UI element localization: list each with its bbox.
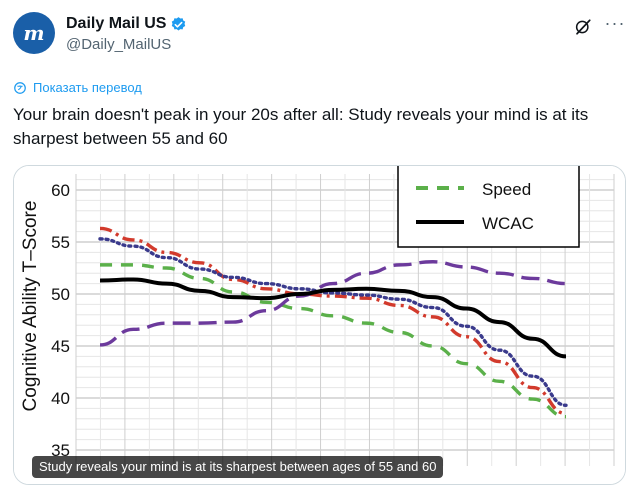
display-name-row[interactable]: Daily Mail US [66,14,187,34]
y-tick-label: 60 [51,181,70,200]
verified-badge-icon [172,16,186,31]
chart: 35 40 45 50 55 60 Cognitive Ability T–Score S… [14,166,625,484]
account-handle[interactable]: @Daily_MailUS [66,36,172,53]
translate-link[interactable]: Показать перевод [13,80,142,95]
y-tick-label: 50 [51,285,70,304]
avatar[interactable]: m [13,12,55,54]
y-axis-label: Cognitive Ability T–Score [20,201,41,412]
series-line-unlabeled-2 [99,226,567,416]
y-tick-labels: 35 40 45 50 55 60 [51,181,70,460]
series-line-unlabeled-3 [98,237,568,407]
display-name[interactable]: Daily Mail US [66,15,167,32]
tweet-text: Your brain doesn't peak in your 20s afte… [13,105,589,148]
more-options-icon[interactable]: ··· [604,13,626,33]
y-tick-label: 45 [51,337,70,356]
series-line-speed [100,263,567,419]
y-tick-label: 40 [51,389,70,408]
series-line-unlabeled-4 [99,260,567,347]
legend-speed-label: Speed [482,180,531,199]
translate-label[interactable]: Показать перевод [33,80,142,95]
chart-series [98,226,568,419]
grok-icon[interactable] [574,18,592,36]
y-tick-label: 55 [51,233,70,252]
account-names: Daily Mail US @Daily_MailUS [66,14,187,55]
translate-icon [14,81,26,94]
tweet-header: m Daily Mail US @Daily_MailUS ··· [13,12,628,60]
series-line-wcac [99,277,567,359]
chart-legend: Speed WCAC [397,166,580,248]
tweet-media[interactable]: 35 40 45 50 55 60 Cognitive Ability T–Score S… [13,165,626,485]
y-tick-label: 35 [51,441,70,460]
media-caption: Study reveals your mind is at its sharpe… [32,456,444,478]
legend-wcac-label: WCAC [482,214,534,233]
